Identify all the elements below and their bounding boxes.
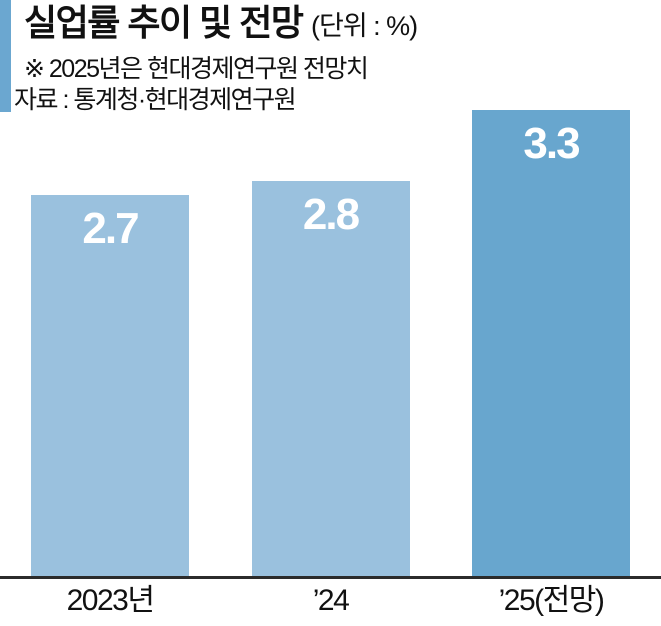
page-title: 실업률 추이 및 전망 (단위 : %) — [24, 0, 651, 49]
chart-header: 실업률 추이 및 전망 (단위 : %) ※ 2025년은 현대경제연구원 전망… — [14, 0, 651, 116]
bar-chart: 2.7 2.8 3.3 — [31, 76, 630, 576]
page-title-text: 실업률 추이 및 전망 — [24, 2, 304, 43]
bar-value-label: 2.8 — [302, 190, 360, 239]
source-text: 자료 : 통계청·현대경제연구원 — [14, 86, 297, 114]
x-axis-labels: 2023년 ’24 ’25(전망) — [31, 584, 630, 618]
x-axis-label: ’25(전망) — [498, 584, 605, 617]
bar-value-label: 2.7 — [82, 204, 139, 253]
bar-3: 3.3 — [472, 110, 630, 576]
bar-2: 2.8 — [251, 181, 410, 576]
unit-label: (단위 : %) — [310, 11, 418, 41]
note-text: ※ 2025년은 현대경제연구원 전망치 — [24, 55, 369, 83]
bar-1: 2.7 — [31, 195, 189, 576]
bar-value-label: 3.3 — [523, 119, 580, 168]
title-accent-bar — [0, 0, 11, 112]
x-axis-line — [0, 576, 661, 579]
x-axis-label: ’24 — [312, 584, 350, 617]
x-axis-label: 2023년 — [66, 584, 155, 617]
